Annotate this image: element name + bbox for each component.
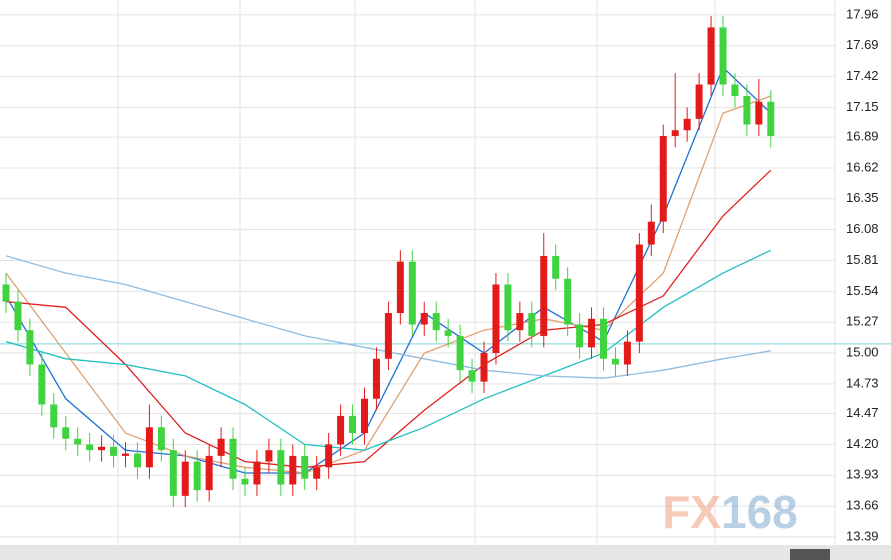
moving-average-line <box>5 169 772 468</box>
candle-body <box>86 444 94 451</box>
candle-body <box>217 438 225 456</box>
candle-body <box>743 95 751 125</box>
candle-body <box>122 453 129 456</box>
candle-body <box>133 453 141 468</box>
y-tick-label: 17.15 <box>846 99 879 114</box>
candle-body <box>325 444 333 468</box>
candle-body <box>384 313 392 359</box>
candle-body <box>26 330 34 365</box>
y-tick-label: 13.39 <box>846 528 879 543</box>
y-tick-label: 16.62 <box>846 159 879 174</box>
candle-body <box>432 313 440 331</box>
y-tick-label: 14.73 <box>846 375 879 390</box>
y-tick-label: 15.81 <box>846 252 879 267</box>
candle-body <box>169 450 177 496</box>
y-tick-label: 16.35 <box>846 190 879 205</box>
candle-body <box>468 370 476 382</box>
candle-body <box>695 84 703 119</box>
candle-body <box>229 438 237 479</box>
y-tick-label: 17.96 <box>846 6 879 21</box>
candle-body <box>707 27 715 85</box>
candle-body <box>480 353 488 382</box>
candle-body <box>205 455 213 491</box>
candle-body <box>588 318 596 348</box>
candle-body <box>456 335 464 371</box>
candle-body <box>516 313 524 331</box>
candle-body <box>683 118 691 131</box>
y-tick-label: 15.27 <box>846 314 879 329</box>
candle-body <box>193 461 201 491</box>
candle-body <box>719 27 727 85</box>
bottom-bar <box>0 545 891 560</box>
candle-body <box>420 313 428 325</box>
moving-average-line <box>5 255 771 379</box>
candle-body <box>528 313 536 336</box>
y-tick-label: 16.08 <box>846 221 879 236</box>
candle-body <box>659 135 667 222</box>
candle-body <box>504 284 512 331</box>
watermark: FX168 <box>662 486 798 538</box>
candle-body <box>372 358 380 399</box>
candle-body <box>600 318 607 359</box>
candle-body <box>767 101 775 136</box>
y-tick-label: 17.42 <box>846 68 879 83</box>
y-tick-label: 15.54 <box>846 283 879 298</box>
candle-body <box>408 261 416 325</box>
y-tick-label: 13.93 <box>846 467 879 482</box>
candle-body <box>62 427 70 439</box>
y-tick-label: 15.00 <box>846 344 879 359</box>
candle-body <box>181 461 189 496</box>
candle-body <box>50 404 58 428</box>
candle-body <box>277 450 285 485</box>
candle-body <box>301 455 309 479</box>
candle-body <box>289 455 297 485</box>
candle-body <box>110 446 118 456</box>
y-tick-label: 17.69 <box>846 37 879 52</box>
candle-body <box>349 415 357 434</box>
candle-body <box>38 364 46 405</box>
candle-body <box>157 427 165 451</box>
candle-body <box>552 255 560 279</box>
candle-body <box>396 261 404 314</box>
candle-body <box>540 255 548 336</box>
candle-body <box>647 221 655 245</box>
candle-body <box>74 438 82 445</box>
candle-body <box>2 284 10 302</box>
y-tick-label: 13.66 <box>846 498 879 513</box>
candle-body <box>337 415 345 445</box>
candle-body <box>623 341 631 365</box>
candle-body <box>313 467 321 479</box>
scroll-button[interactable] <box>790 549 830 560</box>
candle-body <box>611 358 619 365</box>
y-tick-label: 14.20 <box>846 436 879 451</box>
v-grid <box>117 0 836 545</box>
candle-body <box>755 101 763 125</box>
candle-body <box>492 284 500 354</box>
candle-body <box>253 461 261 485</box>
candle-body <box>14 301 22 331</box>
candle-body <box>145 427 153 468</box>
candle-body <box>731 84 739 96</box>
y-tick-label: 16.89 <box>846 129 879 144</box>
candle-body <box>241 478 249 485</box>
moving-average-line <box>5 249 772 451</box>
candle-body <box>576 324 584 348</box>
candle-body <box>635 244 643 342</box>
candle-body <box>98 446 106 451</box>
candle-body <box>265 450 273 462</box>
candle-body <box>444 330 452 336</box>
candle-body <box>564 278 572 325</box>
candle-body <box>671 130 679 136</box>
moving-average-line <box>5 95 772 474</box>
y-tick-label: 14.47 <box>846 405 879 420</box>
candle-body <box>361 398 368 434</box>
